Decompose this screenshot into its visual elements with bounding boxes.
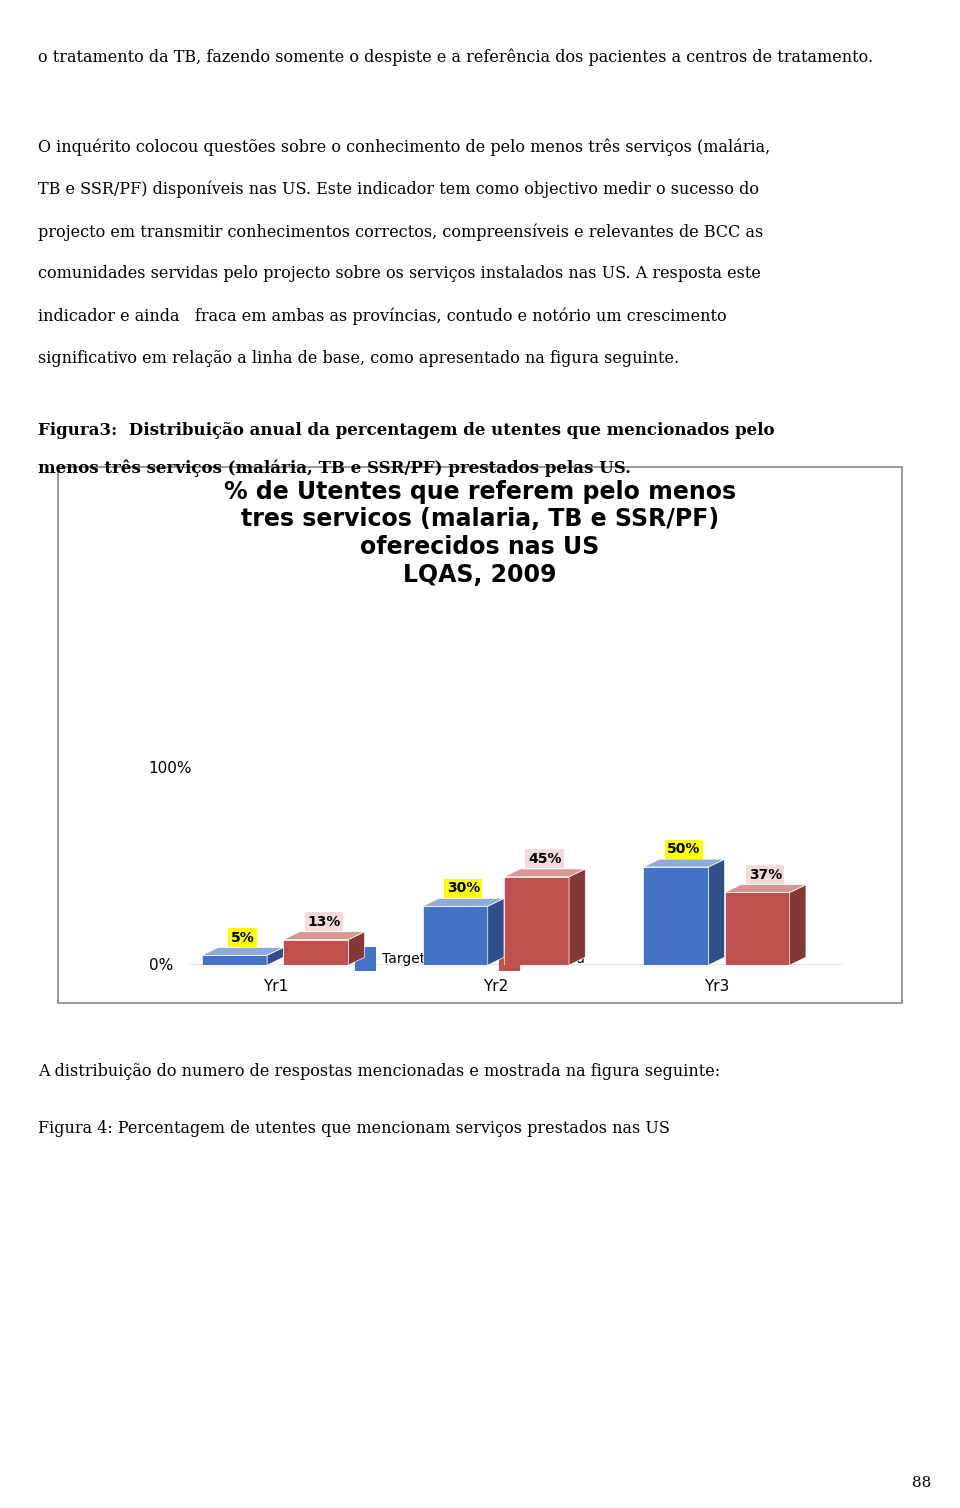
FancyBboxPatch shape	[355, 947, 376, 971]
Polygon shape	[283, 939, 348, 965]
Polygon shape	[643, 860, 725, 867]
Text: % de Utentes que referem pelo menos
tres servicos (malaria, TB e SSR/PF)
ofereci: % de Utentes que referem pelo menos tres…	[224, 480, 736, 587]
Text: Reached: Reached	[526, 952, 586, 967]
Text: Figura3:  Distribuição anual da percentagem de utentes que mencionados pelo: Figura3: Distribuição anual da percentag…	[38, 422, 775, 439]
Text: 100%: 100%	[149, 762, 192, 777]
FancyBboxPatch shape	[499, 947, 520, 971]
Polygon shape	[643, 867, 708, 965]
Text: 0%: 0%	[149, 958, 173, 973]
Text: comunidades servidas pelo projecto sobre os serviços instalados nas US. A respos: comunidades servidas pelo projecto sobre…	[38, 265, 761, 282]
Polygon shape	[202, 947, 283, 955]
Text: TB e SSR/PF) disponíveis nas US. Este indicador tem como objectivo medir o suces: TB e SSR/PF) disponíveis nas US. Este in…	[38, 181, 759, 199]
Polygon shape	[202, 955, 267, 965]
Polygon shape	[348, 932, 365, 965]
Polygon shape	[267, 947, 283, 965]
Text: Figura 4: Percentagem de utentes que mencionam serviços prestados nas US: Figura 4: Percentagem de utentes que men…	[38, 1120, 670, 1137]
Text: Yr1: Yr1	[263, 979, 288, 994]
Text: Yr3: Yr3	[704, 979, 730, 994]
Polygon shape	[504, 869, 586, 876]
Text: 30%: 30%	[446, 882, 480, 896]
Polygon shape	[725, 893, 790, 965]
Text: significativo em relação a linha de base, como apresentado na figura seguinte.: significativo em relação a linha de base…	[38, 350, 680, 366]
Text: indicador e ainda   fraca em ambas as províncias, contudo e notório um crescimen: indicador e ainda fraca em ambas as prov…	[38, 308, 727, 326]
Text: o tratamento da TB, fazendo somente o despiste e a referência dos pacientes a ce: o tratamento da TB, fazendo somente o de…	[38, 48, 874, 66]
Polygon shape	[569, 869, 586, 965]
Polygon shape	[488, 899, 504, 965]
Text: 13%: 13%	[307, 915, 341, 929]
Text: 5%: 5%	[230, 930, 254, 944]
Text: 45%: 45%	[528, 852, 562, 866]
Polygon shape	[283, 932, 365, 939]
Text: Yr2: Yr2	[483, 979, 509, 994]
Text: 50%: 50%	[667, 841, 701, 857]
Text: O inquérito colocou questões sobre o conhecimento de pelo menos três serviços (m: O inquérito colocou questões sobre o con…	[38, 139, 771, 157]
Text: projecto em transmitir conhecimentos correctos, compreensíveis e relevantes de B: projecto em transmitir conhecimentos cor…	[38, 223, 763, 241]
Polygon shape	[725, 885, 806, 893]
Polygon shape	[422, 899, 504, 906]
Text: A distribuição do numero de respostas mencionadas e mostrada na figura seguinte:: A distribuição do numero de respostas me…	[38, 1063, 721, 1080]
Text: 37%: 37%	[749, 867, 781, 882]
FancyBboxPatch shape	[58, 467, 902, 1003]
Text: 88: 88	[912, 1476, 931, 1490]
Polygon shape	[708, 860, 725, 965]
Polygon shape	[422, 906, 488, 965]
Polygon shape	[504, 876, 569, 965]
Text: Target: Target	[382, 952, 425, 967]
Text: menos três serviços (malária, TB e SSR/PF) prestados pelas US.: menos três serviços (malária, TB e SSR/P…	[38, 460, 632, 478]
Polygon shape	[790, 885, 806, 965]
